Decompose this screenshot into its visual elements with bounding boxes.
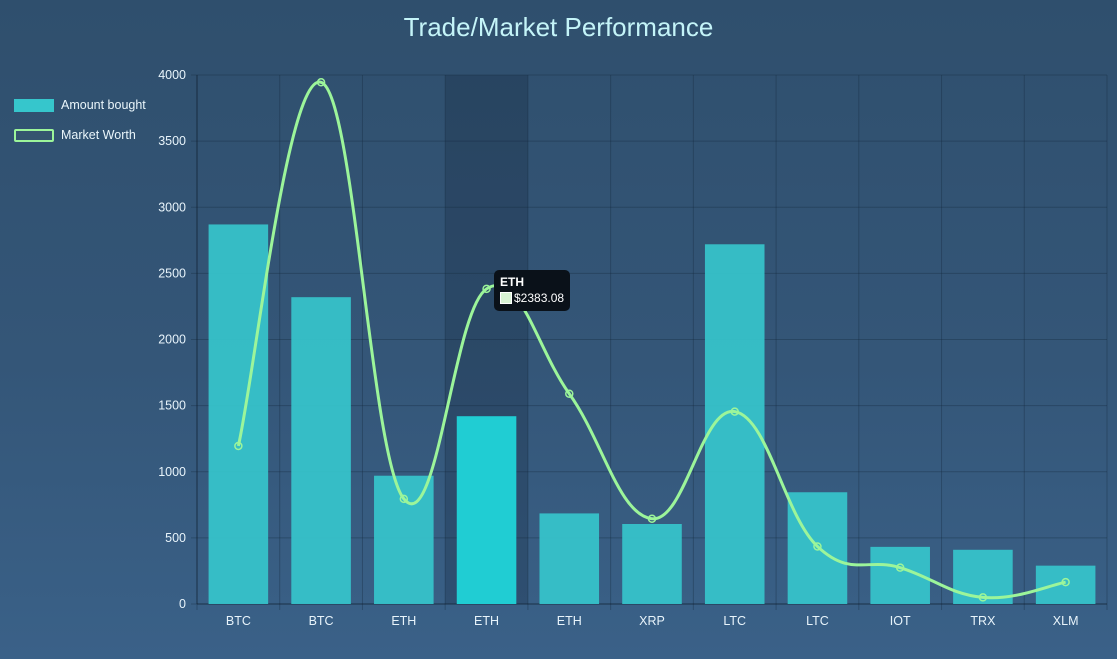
- y-tick-label: 2000: [158, 333, 186, 347]
- line-point: [1061, 577, 1070, 587]
- bar: [1035, 565, 1096, 604]
- x-tick-label: ETH: [391, 614, 416, 628]
- tooltip-row: $2383.08: [500, 291, 564, 305]
- bar: [291, 297, 351, 604]
- legend-label: Amount bought: [61, 98, 146, 112]
- bar: [539, 513, 600, 604]
- x-tick-label: BTC: [309, 614, 334, 628]
- legend-swatch-line: [14, 128, 54, 142]
- y-axis: 0 500 1000 1500 2000 2500 3000 3500 4000: [158, 68, 186, 611]
- line-point: [565, 389, 574, 398]
- bar: [208, 224, 269, 604]
- y-tick-label: 3500: [158, 134, 186, 148]
- line-series-path: [236, 80, 1066, 600]
- y-tick-label: 4000: [158, 68, 186, 82]
- line-point: [895, 563, 905, 572]
- legend-swatch-bar: [14, 98, 54, 112]
- legend: Amount bought Market Worth: [14, 90, 146, 150]
- line-point: [978, 593, 988, 602]
- legend-item-market-worth[interactable]: Market Worth: [14, 120, 146, 150]
- x-tick-label: ETH: [557, 614, 582, 628]
- x-tick-label: XRP: [639, 614, 665, 628]
- legend-item-amount-bought[interactable]: Amount bought: [14, 90, 146, 120]
- line-point: [647, 514, 657, 523]
- tooltip-title: ETH: [500, 275, 524, 289]
- bar: [456, 416, 517, 604]
- x-tick-label: BTC: [226, 614, 251, 628]
- line-point: [234, 441, 243, 451]
- chart-title: Trade/Market Performance: [403, 12, 714, 42]
- y-tick-label: 1500: [158, 399, 186, 413]
- tooltip: ETH $2383.08: [494, 270, 571, 311]
- line-point: [482, 284, 491, 294]
- x-tick-label: ETH: [474, 614, 499, 628]
- line-series: [234, 78, 1070, 602]
- x-tick-label: XLM: [1053, 614, 1079, 628]
- bar: [622, 523, 682, 604]
- y-tick-label: 1000: [158, 465, 186, 479]
- legend-label: Market Worth: [61, 128, 136, 142]
- line-point: [730, 407, 739, 416]
- line-point: [316, 78, 326, 87]
- line-point: [813, 542, 822, 551]
- x-tick-label: TRX: [970, 614, 996, 628]
- bars: [208, 224, 1096, 604]
- x-tick-label: IOT: [890, 614, 911, 628]
- x-tick-label: LTC: [806, 614, 829, 628]
- y-tick-label: 2500: [158, 266, 186, 280]
- tooltip-value: $2383.08: [514, 291, 565, 305]
- y-tick-label: 0: [179, 597, 186, 611]
- line-point: [399, 494, 409, 504]
- y-tick-label: 3000: [158, 200, 186, 214]
- x-axis: BTC BTC ETH ETH ETH XRP LTC LTC IOT TRX XLM: [226, 614, 1079, 628]
- x-tick-label: LTC: [723, 614, 746, 628]
- y-tick-label: 500: [165, 531, 186, 545]
- tooltip-swatch: [500, 292, 512, 304]
